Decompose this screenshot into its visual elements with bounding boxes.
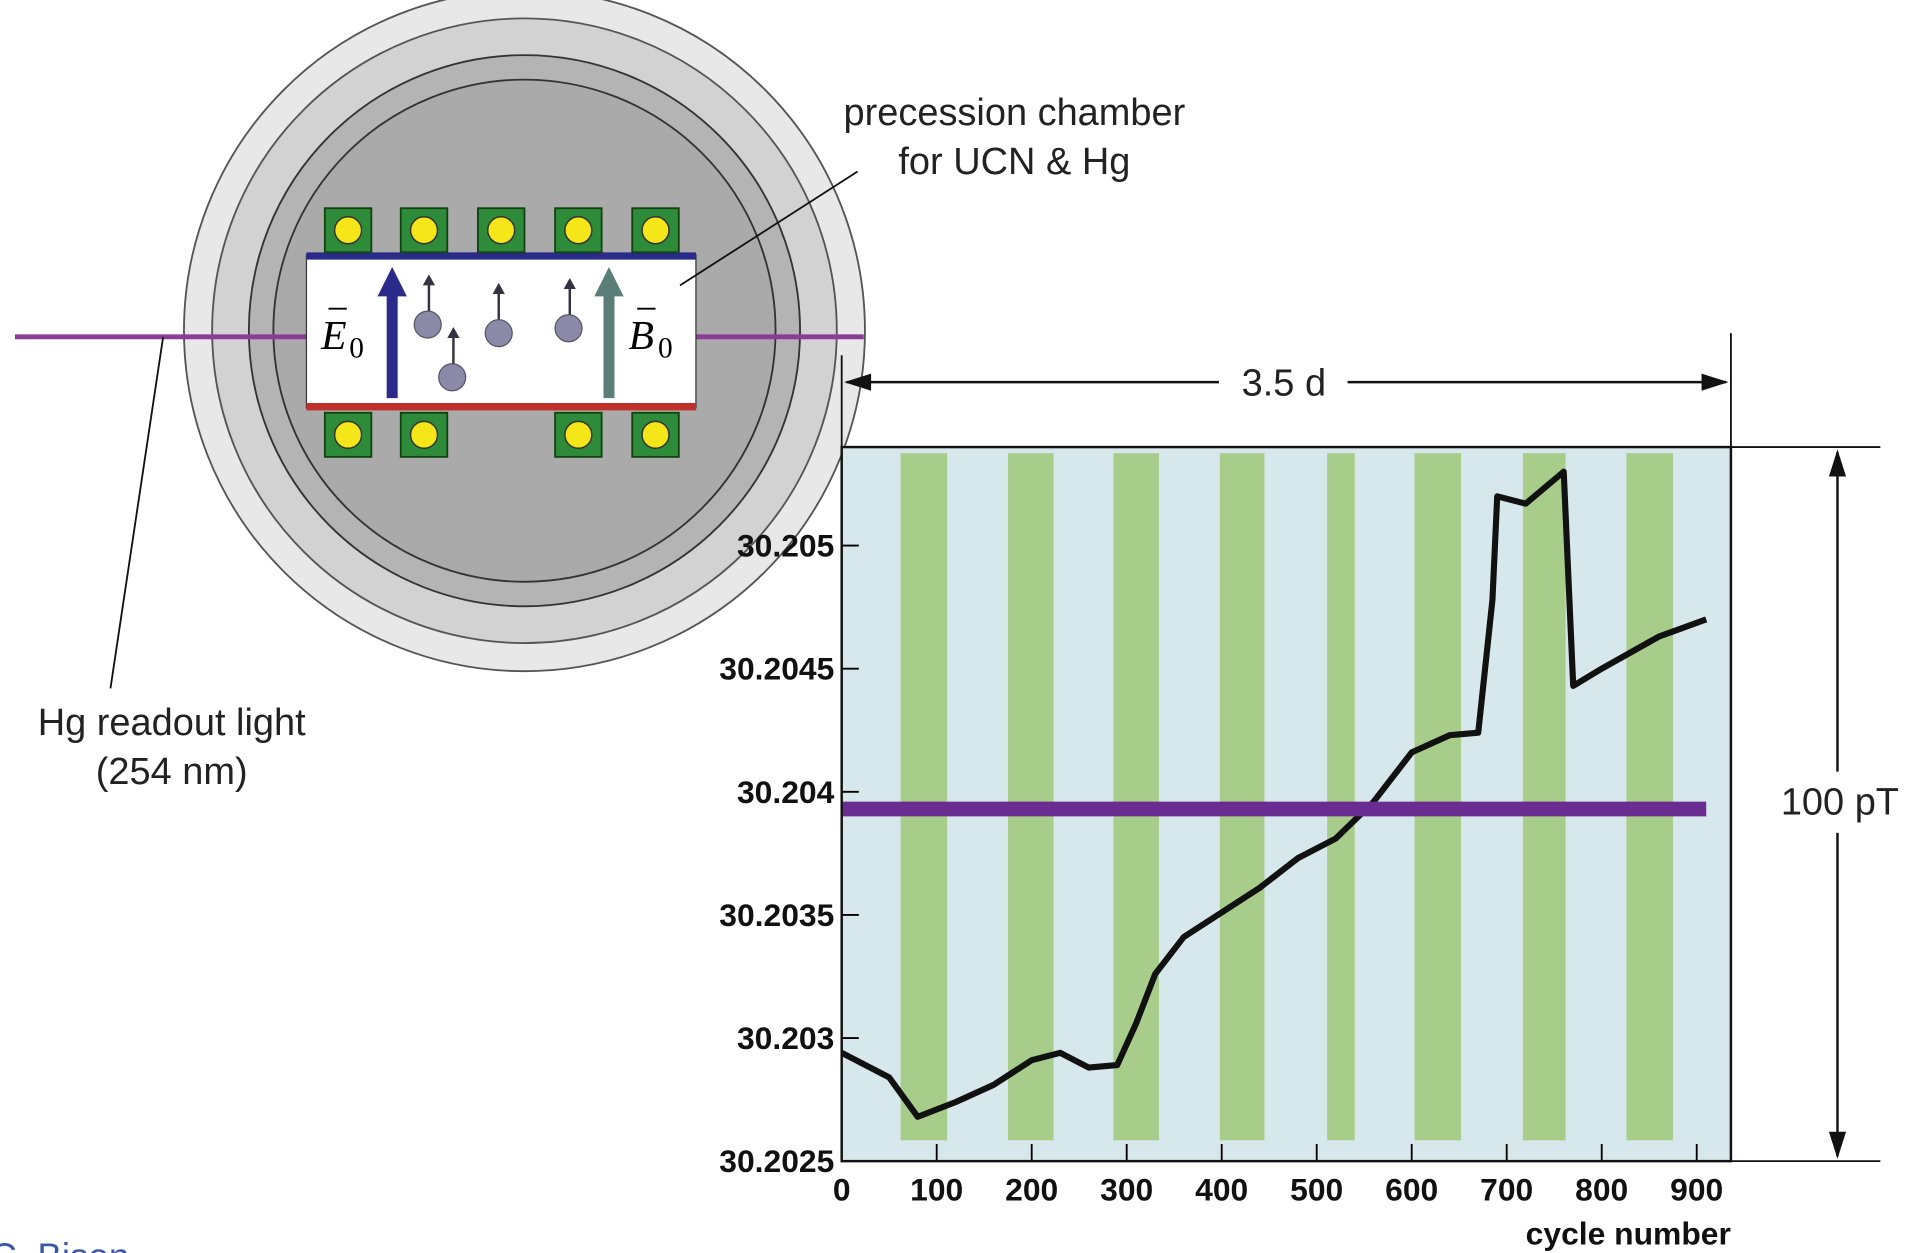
arrow-head xyxy=(1701,373,1729,391)
light-label: (254 nm) xyxy=(96,751,248,793)
plot-frame xyxy=(840,445,1733,1163)
x-tick-label: 700 xyxy=(1480,1171,1533,1207)
leader-line xyxy=(679,170,859,287)
shaded-band xyxy=(1113,453,1160,1141)
x-tick-label: 300 xyxy=(1100,1171,1153,1207)
x-tick-label: 100 xyxy=(910,1171,963,1207)
arrow-head xyxy=(1828,1131,1847,1159)
x-tick-label: 400 xyxy=(1195,1171,1248,1207)
y-tick-label: 30.205 xyxy=(737,528,834,564)
leader-line xyxy=(109,336,165,689)
duration-label: 3.5 d xyxy=(1242,363,1326,405)
chart: 30.2025 30.203 30.2035 30.204 30.2045 30.205 0… xyxy=(719,333,1899,1251)
x-tick-label: 200 xyxy=(1005,1171,1058,1207)
y-tick-label: 30.2025 xyxy=(719,1143,834,1179)
arrow-head xyxy=(1828,449,1847,477)
y-tick-label: 30.2045 xyxy=(719,651,834,687)
shaded-band xyxy=(1219,453,1265,1141)
shaded-band xyxy=(1414,453,1462,1141)
x-axis-label: cycle number xyxy=(1526,1215,1731,1251)
x-tick-label: 600 xyxy=(1385,1171,1438,1207)
x-tick-label: 900 xyxy=(1670,1171,1723,1207)
chamber-label: precession chamber xyxy=(844,92,1186,134)
arrow-head xyxy=(844,373,872,391)
y-tick-label: 30.204 xyxy=(737,774,835,810)
x-tick-label: 0 xyxy=(833,1171,851,1207)
e-symbol: E xyxy=(320,313,346,359)
shaded-band xyxy=(1626,453,1673,1141)
chamber-label: for UCN & Hg xyxy=(898,141,1130,183)
credit: C. Bison xyxy=(0,1236,129,1253)
neutrons xyxy=(413,274,583,392)
coil-cores xyxy=(333,216,670,450)
shaded-band xyxy=(1007,453,1054,1141)
range-label: 100 pT xyxy=(1781,782,1899,824)
data-line xyxy=(840,468,1708,1120)
shaded-band xyxy=(1327,453,1355,1141)
e-subscript: 0 xyxy=(349,333,364,365)
apparatus-diagram: E 0 B 0 precession chamber for UCN & Hg … xyxy=(0,0,1186,1253)
shaded-band xyxy=(900,453,948,1141)
b-arrow-head xyxy=(594,267,624,297)
b-subscript: 0 xyxy=(658,333,673,365)
x-tick-label: 500 xyxy=(1290,1171,1343,1207)
e-arrow-head xyxy=(377,267,407,297)
b-symbol: B xyxy=(629,313,654,359)
x-tick-label: 800 xyxy=(1575,1171,1628,1207)
light-label: Hg readout light xyxy=(38,702,306,744)
shaded-band xyxy=(1522,453,1566,1141)
y-tick-label: 30.203 xyxy=(737,1020,834,1056)
y-tick-label: 30.2035 xyxy=(719,897,834,933)
